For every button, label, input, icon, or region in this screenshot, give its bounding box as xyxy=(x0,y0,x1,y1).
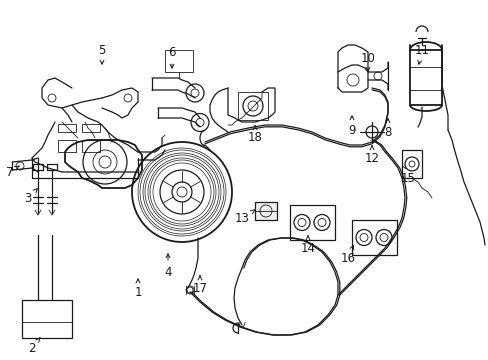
Text: 2: 2 xyxy=(28,337,40,355)
Text: 9: 9 xyxy=(347,116,355,136)
Bar xyxy=(409,50,441,105)
Text: 4: 4 xyxy=(164,254,171,279)
Bar xyxy=(351,220,396,255)
Bar xyxy=(289,205,334,240)
Text: 13: 13 xyxy=(234,210,254,225)
Text: 5: 5 xyxy=(98,44,105,64)
Text: 14: 14 xyxy=(300,236,315,255)
Bar xyxy=(254,202,276,220)
Bar xyxy=(22,300,72,338)
Text: 3: 3 xyxy=(24,189,37,204)
Bar xyxy=(238,92,267,120)
Text: 10: 10 xyxy=(360,51,375,71)
Text: 17: 17 xyxy=(192,276,207,294)
Bar xyxy=(82,140,100,152)
Text: 18: 18 xyxy=(247,126,262,144)
Text: 15: 15 xyxy=(400,166,415,184)
Bar xyxy=(164,50,193,72)
Bar xyxy=(58,140,76,152)
Bar xyxy=(58,124,76,132)
Text: 6: 6 xyxy=(168,45,175,68)
Text: 16: 16 xyxy=(340,246,355,265)
Text: 12: 12 xyxy=(364,146,379,165)
Bar xyxy=(82,124,100,132)
Bar xyxy=(401,150,421,178)
Text: 1: 1 xyxy=(134,279,142,298)
Text: 11: 11 xyxy=(414,44,428,64)
Text: 7: 7 xyxy=(6,166,19,179)
Text: 8: 8 xyxy=(384,119,391,139)
